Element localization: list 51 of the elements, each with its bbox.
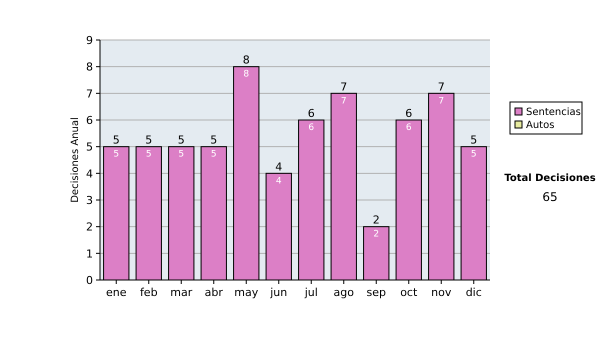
y-tick-label: 6 (86, 114, 93, 127)
y-tick-label: 5 (86, 140, 93, 154)
x-tick-label: ene (106, 286, 127, 299)
legend-label: Sentencias (526, 107, 581, 118)
y-tick-label: 7 (86, 87, 93, 100)
legend-label: Autos (526, 120, 554, 131)
y-tick-label: 2 (86, 220, 93, 234)
x-tick-label: nov (431, 286, 452, 299)
y-tick-label: 1 (86, 247, 93, 260)
y-tick-label: 8 (86, 60, 93, 74)
y-tick-label: 9 (86, 34, 93, 47)
y-axis-title: Decisiones Anual (70, 117, 81, 203)
x-tick-label: oct (400, 286, 418, 299)
data-label: 5 (146, 150, 152, 160)
data-label: 6 (406, 123, 412, 133)
data-label: 5 (178, 150, 184, 160)
x-tick-label: jun (269, 286, 288, 299)
text: 65 (542, 190, 558, 204)
x-tick-label: feb (140, 286, 158, 299)
y-tick-label: 4 (86, 167, 93, 180)
x-tick-label: may (234, 286, 259, 299)
total-label: 6 (405, 107, 412, 120)
data-label: 6 (308, 123, 314, 133)
total-label: 8 (242, 54, 250, 67)
text: Total Decisiones (504, 173, 596, 184)
y-tick-label: 0 (86, 274, 93, 287)
total-label: 6 (308, 107, 315, 120)
x-tick-label: sep (366, 286, 386, 299)
total-label: 2 (372, 214, 380, 227)
data-label: 5 (113, 150, 120, 160)
data-label: 7 (438, 96, 444, 106)
data-label: 8 (243, 70, 250, 80)
data-label: 4 (276, 176, 282, 186)
total-label: 5 (178, 134, 185, 147)
total-label: 5 (210, 134, 218, 147)
total-label: 5 (145, 134, 152, 147)
total-label: 4 (275, 160, 282, 174)
data-label: 7 (340, 96, 347, 106)
x-tick-label: ago (334, 286, 354, 299)
total-label: 5 (112, 134, 120, 147)
x-tick-label: mar (170, 286, 193, 299)
total-label: 5 (470, 134, 478, 147)
data-label: 2 (373, 230, 380, 240)
total-label: 7 (438, 80, 445, 94)
x-tick-label: jul (304, 286, 318, 299)
data-label: 5 (470, 150, 477, 160)
x-tick-label: dic (466, 286, 482, 299)
total-label: 7 (340, 80, 348, 94)
y-tick-label: 3 (86, 194, 93, 207)
data-label: 5 (210, 150, 217, 160)
x-tick-label: abr (204, 286, 224, 299)
